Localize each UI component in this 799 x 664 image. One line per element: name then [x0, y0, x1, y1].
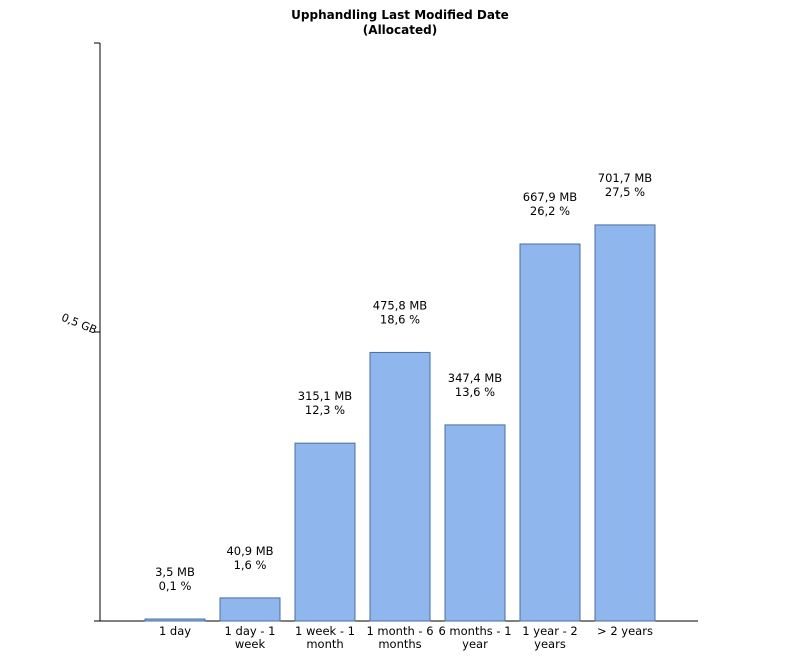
x-tick-label: month — [306, 637, 343, 651]
bar-value-label: 701,7 MB — [598, 171, 652, 185]
y-tick-label: 0,5 GB — [60, 311, 99, 337]
bar — [294, 442, 356, 622]
x-tick-label: 6 months - 1 — [438, 624, 511, 638]
x-tick-label: 1 week - 1 — [295, 624, 355, 638]
bar-percent-label: 12,3 % — [305, 403, 345, 417]
bar-percent-label: 26,2 % — [530, 204, 570, 218]
bar-percent-label: 0,1 % — [159, 579, 192, 593]
bar-percent-label: 13,6 % — [455, 385, 495, 399]
bar — [444, 424, 506, 622]
bar-percent-label: 1,6 % — [234, 558, 267, 572]
bar-percent-label: 27,5 % — [605, 185, 645, 199]
x-tick-label: week — [235, 637, 266, 651]
bar — [144, 618, 206, 622]
bar-value-label: 40,9 MB — [226, 544, 273, 558]
bar — [594, 224, 656, 622]
x-tick-label: months — [378, 637, 421, 651]
chart-title: Upphandling Last Modified Date — [291, 8, 509, 22]
x-tick-label: years — [534, 637, 566, 651]
bar-value-label: 475,8 MB — [373, 298, 427, 312]
bar — [219, 597, 281, 622]
bar — [369, 351, 431, 622]
bar-value-label: 315,1 MB — [298, 389, 352, 403]
x-tick-label: > 2 years — [597, 624, 653, 638]
x-tick-label: 1 month - 6 — [366, 624, 433, 638]
bar-value-label: 667,9 MB — [523, 190, 577, 204]
x-tick-label: 1 day — [159, 624, 191, 638]
chart-subtitle: (Allocated) — [363, 23, 437, 37]
bars — [144, 224, 656, 622]
x-tick-label: 1 day - 1 — [225, 624, 276, 638]
bar-value-label: 3,5 MB — [155, 565, 195, 579]
bar-value-label: 347,4 MB — [448, 371, 502, 385]
x-tick-label: 1 year - 2 — [522, 624, 577, 638]
bar — [519, 243, 581, 622]
bar-percent-label: 18,6 % — [380, 312, 420, 326]
x-tick-label: year — [462, 637, 488, 651]
